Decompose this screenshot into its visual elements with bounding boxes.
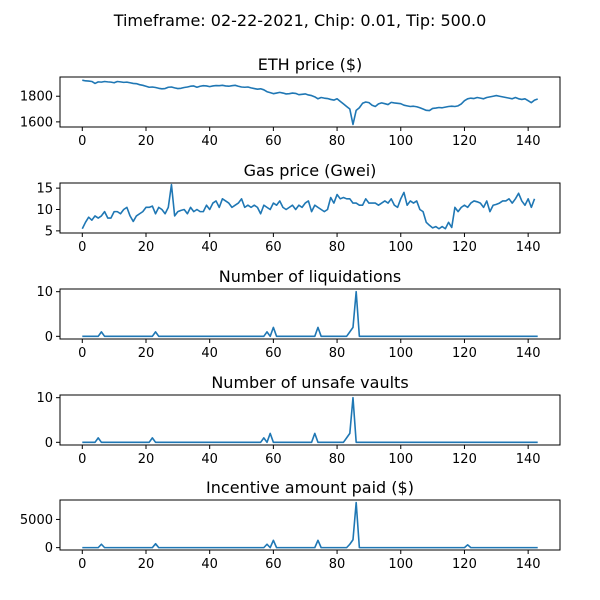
x-tick-label: 0 <box>78 134 86 149</box>
x-tick-label: 80 <box>329 346 346 361</box>
x-tick-label: 60 <box>265 240 282 255</box>
x-tick-label: 80 <box>329 452 346 467</box>
x-tick-label: 60 <box>265 452 282 467</box>
x-tick-label: 40 <box>201 346 218 361</box>
x-tick-label: 20 <box>138 452 155 467</box>
y-tick-label: 0 <box>45 541 53 556</box>
x-tick-label: 100 <box>388 240 413 255</box>
x-tick-label: 140 <box>516 346 541 361</box>
axes-frame <box>59 182 561 234</box>
y-tick-label: 0 <box>45 330 53 345</box>
x-tick-label: 80 <box>329 240 346 255</box>
x-tick-label: 120 <box>452 557 477 572</box>
chart-panel: Gas price (Gwei) 0 20 40 60 80 100 120 140 5 10 15 <box>36 161 561 255</box>
x-tick-label: 0 <box>78 452 86 467</box>
chart-panels: ETH price ($)0 20 40 60 80 100 120 14016001800G… <box>20 55 561 572</box>
x-tick-label: 100 <box>388 346 413 361</box>
y-tick-label: 5000 <box>20 513 53 528</box>
axes-frame <box>59 76 561 128</box>
x-tick-label: 60 <box>265 557 282 572</box>
x-tick-label: 100 <box>388 452 413 467</box>
x-tick-label: 140 <box>516 134 541 149</box>
y-tick-label: 10 <box>36 203 53 218</box>
x-tick-label: 20 <box>138 134 155 149</box>
y-tick-label: 10 <box>36 285 53 300</box>
x-tick-label: 40 <box>201 452 218 467</box>
axes-frame <box>59 288 561 340</box>
x-tick-label: 120 <box>452 240 477 255</box>
y-tick-label: 5 <box>45 224 53 239</box>
x-tick-label: 40 <box>201 240 218 255</box>
series-line <box>82 79 538 126</box>
series-line <box>82 290 538 338</box>
figure-suptitle: Timeframe: 02-22-2021, Chip: 0.01, Tip: … <box>113 11 487 30</box>
panel-title: ETH price ($) <box>258 55 363 74</box>
y-tick-label: 1800 <box>20 90 53 105</box>
x-tick-label: 60 <box>265 346 282 361</box>
x-tick-label: 20 <box>138 557 155 572</box>
x-tick-label: 20 <box>138 346 155 361</box>
x-tick-label: 120 <box>452 452 477 467</box>
series-line <box>82 396 538 444</box>
series-line <box>82 501 538 549</box>
y-tick-label: 15 <box>36 182 53 197</box>
y-tick-label: 10 <box>36 391 53 406</box>
y-tick-label: 0 <box>45 436 53 451</box>
x-tick-label: 80 <box>329 134 346 149</box>
panel-title: Number of unsafe vaults <box>211 373 408 392</box>
axes-frame <box>59 394 561 446</box>
x-tick-label: 100 <box>388 557 413 572</box>
panel-title: Incentive amount paid ($) <box>206 478 414 497</box>
x-tick-label: 20 <box>138 240 155 255</box>
chart-panel: ETH price ($) 0 20 40 60 80 100 120 140 1600 1800 <box>20 55 561 149</box>
x-tick-label: 0 <box>78 240 86 255</box>
x-tick-label: 140 <box>516 557 541 572</box>
x-tick-label: 0 <box>78 557 86 572</box>
panel-title: Gas price (Gwei) <box>244 161 377 180</box>
x-tick-label: 100 <box>388 134 413 149</box>
x-tick-label: 140 <box>516 452 541 467</box>
x-tick-label: 40 <box>201 557 218 572</box>
y-tick-label: 1600 <box>20 115 53 130</box>
series-line <box>81 183 536 230</box>
x-tick-label: 0 <box>78 346 86 361</box>
chart-panel: Incentive amount paid ($) 0 20 40 60 80 100 120… <box>20 478 561 572</box>
axes-frame <box>59 499 561 551</box>
x-tick-label: 140 <box>516 240 541 255</box>
x-tick-label: 40 <box>201 134 218 149</box>
panel-title: Number of liquidations <box>219 267 401 286</box>
x-tick-label: 80 <box>329 557 346 572</box>
x-tick-label: 120 <box>452 134 477 149</box>
x-tick-label: 120 <box>452 346 477 361</box>
x-tick-label: 60 <box>265 134 282 149</box>
